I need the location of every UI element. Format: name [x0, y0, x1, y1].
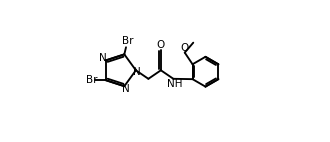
Text: Br: Br	[86, 75, 97, 85]
Text: Br: Br	[122, 36, 133, 46]
Text: O: O	[157, 40, 165, 50]
Text: N: N	[122, 84, 130, 94]
Text: NH: NH	[167, 80, 182, 89]
Text: N: N	[133, 67, 141, 77]
Text: N: N	[99, 53, 107, 63]
Text: O: O	[180, 43, 188, 53]
